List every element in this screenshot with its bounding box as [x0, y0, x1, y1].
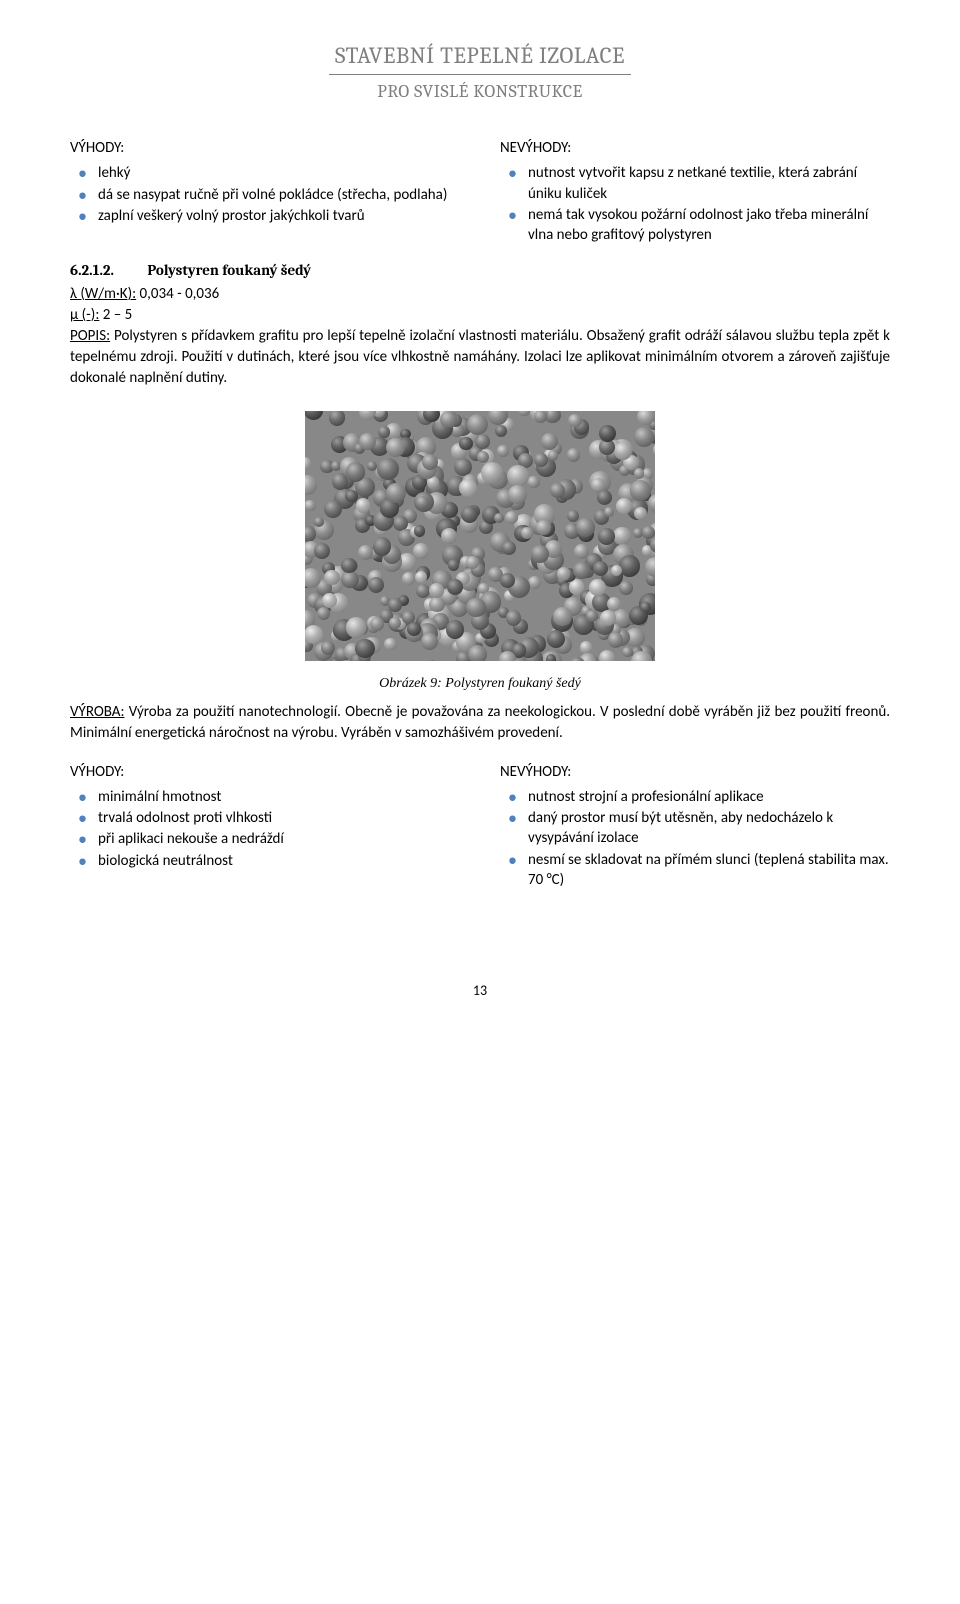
list-item: nesmí se skladovat na přímém slunci (tep… — [528, 850, 890, 891]
list-item: lehký — [98, 163, 460, 183]
document-header: STAVEBNÍ TEPELNÉ IZOLACE PRO SVISLÉ KONS… — [70, 40, 890, 104]
advantages-list-1: lehkýdá se nasypat ručně při volné poklá… — [70, 163, 460, 226]
section-heading: 6.2.1.2. Polystyren foukaný šedý — [70, 260, 890, 282]
list-item: dá se nasypat ručně při volné pokládce (… — [98, 185, 460, 205]
lambda-value: 0,034 - 0,036 — [136, 285, 219, 303]
disadvantages-list-2: nutnost strojní a profesionální aplikace… — [500, 787, 890, 890]
pros-cons-block-1: VÝHODY: lehkýdá se nasypat ručně při vol… — [70, 138, 890, 246]
figure-caption: Obrázek 9: Polystyren foukaný šedý — [70, 674, 890, 694]
disadvantages-col-2: NEVÝHODY: nutnost strojní a profesionáln… — [500, 762, 890, 891]
disadvantages-heading-2: NEVÝHODY: — [500, 762, 890, 783]
header-subtitle: PRO SVISLÉ KONSTRUKCE — [70, 79, 890, 104]
disadvantages-heading-1: NEVÝHODY: — [500, 138, 890, 159]
list-item: minimální hmotnost — [98, 787, 460, 807]
disadvantages-col-1: NEVÝHODY: nutnost vytvořit kapsu z netka… — [500, 138, 890, 246]
vyroba-text: Výroba za použití nanotechnologií. Obecn… — [70, 703, 890, 742]
lambda-label: λ (W/m·K): — [70, 285, 136, 303]
disadvantages-list-1: nutnost vytvořit kapsu z netkané textili… — [500, 163, 890, 245]
popis-text: Polystyren s přídavkem grafitu pro lepší… — [70, 327, 890, 387]
mu-line: μ (-): 2 – 5 — [70, 305, 890, 326]
section-title: Polystyren foukaný šedý — [147, 261, 311, 279]
vyroba-paragraph: VÝROBA: Výroba za použití nanotechnologi… — [70, 702, 890, 744]
pros-cons-block-2: VÝHODY: minimální hmotnosttrvalá odolnos… — [70, 762, 890, 891]
popis-label: POPIS: — [70, 327, 110, 345]
list-item: biologická neutrálnost — [98, 851, 460, 871]
list-item: nutnost strojní a profesionální aplikace — [528, 787, 890, 807]
page-number: 13 — [70, 981, 890, 1001]
figure-block: Obrázek 9: Polystyren foukaný šedý — [70, 411, 890, 694]
list-item: nutnost vytvořit kapsu z netkané textili… — [528, 163, 890, 204]
list-item: nemá tak vysokou požární odolnost jako t… — [528, 205, 890, 246]
vyroba-label: VÝROBA: — [70, 703, 124, 721]
advantages-col-1: VÝHODY: lehkýdá se nasypat ručně při vol… — [70, 138, 460, 246]
list-item: daný prostor musí být utěsněn, aby nedoc… — [528, 808, 890, 849]
advantages-heading-1: VÝHODY: — [70, 138, 460, 159]
advantages-list-2: minimální hmotnosttrvalá odolnost proti … — [70, 787, 460, 871]
list-item: zaplní veškerý volný prostor jakýchkoli … — [98, 206, 460, 226]
header-title: STAVEBNÍ TEPELNÉ IZOLACE — [329, 40, 631, 75]
list-item: trvalá odolnost proti vlhkosti — [98, 808, 460, 828]
figure-image — [305, 411, 655, 661]
mu-label: μ (-): — [70, 306, 99, 324]
list-item: při aplikaci nekouše a nedráždí — [98, 829, 460, 849]
lambda-line: λ (W/m·K): 0,034 - 0,036 — [70, 284, 890, 305]
popis-paragraph: POPIS: Polystyren s přídavkem grafitu pr… — [70, 326, 890, 389]
advantages-heading-2: VÝHODY: — [70, 762, 460, 783]
mu-value: 2 – 5 — [99, 306, 132, 324]
advantages-col-2: VÝHODY: minimální hmotnosttrvalá odolnos… — [70, 762, 460, 891]
section-number: 6.2.1.2. — [70, 261, 114, 279]
